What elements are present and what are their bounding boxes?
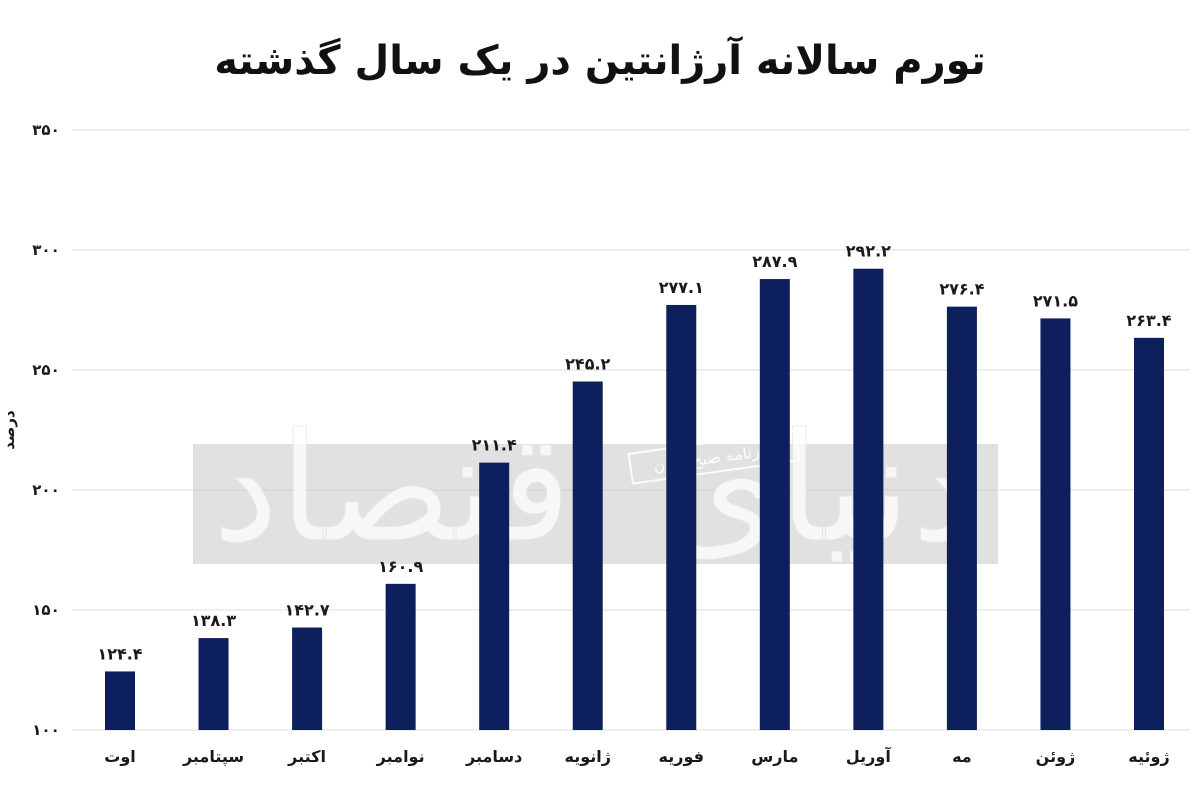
- y-tick-label: ۲۵۰: [32, 361, 59, 379]
- data-label: ۲۱۱.۴: [472, 436, 517, 455]
- bar: [1040, 318, 1071, 730]
- x-axis-ticks: اوت سپتامبر اکتبر نوامبر دسامبر ژانویه فوریه ما…: [104, 746, 1169, 767]
- x-tick-label: مارس: [751, 747, 798, 766]
- bars: [105, 268, 1164, 730]
- x-tick-label: دسامبر: [465, 747, 522, 766]
- data-label: ۱۳۸.۳: [191, 611, 236, 630]
- x-tick-label: سپتامبر: [182, 747, 244, 767]
- data-labels: ۱۲۴.۴ ۱۳۸.۳ ۱۴۲.۷ ۱۶۰.۹ ۲۱۱.۴ ۲۴۵.۲ ۲۷۷.۱ ۲۸۷.۹…: [97, 242, 1171, 664]
- x-tick-label: ژوئیه: [1128, 747, 1169, 766]
- y-tick-label: ۱۵۰: [32, 601, 59, 619]
- data-label: ۲۶۳.۴: [1126, 311, 1171, 330]
- chart-title: تورم سالانه آرژانتین در یک سال گذشته: [214, 38, 986, 84]
- x-tick-label: ژوئن: [1036, 747, 1076, 766]
- bar: [198, 638, 229, 730]
- data-label: ۲۷۱.۵: [1033, 291, 1078, 310]
- bar: [572, 381, 603, 730]
- data-label: ۲۴۵.۲: [565, 355, 610, 374]
- y-axis-label: درصد: [0, 410, 18, 450]
- x-tick-label: اوت: [104, 747, 136, 766]
- y-axis-ticks: ۱۰۰ ۱۵۰ ۲۰۰ ۲۵۰ ۳۰۰ ۳۵۰: [32, 121, 59, 739]
- y-tick-label: ۳۰۰: [32, 241, 59, 259]
- x-tick-label: ژانویه: [565, 747, 611, 766]
- bar: [759, 279, 790, 730]
- bar: [666, 304, 697, 730]
- x-tick-label: نوامبر: [376, 747, 425, 766]
- bar: [385, 583, 416, 730]
- x-tick-label: آوریل: [846, 746, 891, 766]
- data-label: ۱۶۰.۹: [378, 557, 423, 576]
- bar: [946, 306, 977, 730]
- data-label: ۲۸۷.۹: [752, 252, 797, 271]
- bar: [292, 627, 323, 730]
- y-tick-label: ۱۰۰: [32, 721, 59, 739]
- y-tick-label: ۳۵۰: [32, 121, 59, 139]
- data-label: ۱۴۲.۷: [285, 601, 330, 620]
- data-label: ۱۲۴.۴: [97, 644, 142, 663]
- bar: [479, 462, 510, 730]
- data-label: ۲۹۲.۲: [846, 242, 891, 261]
- bar: [105, 671, 135, 730]
- x-tick-label: مه: [952, 747, 972, 766]
- watermark-tagline-box: [627, 429, 801, 485]
- x-tick-label: اکتبر: [287, 747, 326, 766]
- x-tick-label: فوریه: [659, 747, 704, 766]
- data-label: ۲۷۶.۴: [939, 280, 984, 299]
- y-tick-label: ۲۰۰: [32, 481, 59, 499]
- bar: [1134, 337, 1164, 730]
- data-label: ۲۷۷.۱: [659, 278, 704, 297]
- bar: [853, 268, 884, 730]
